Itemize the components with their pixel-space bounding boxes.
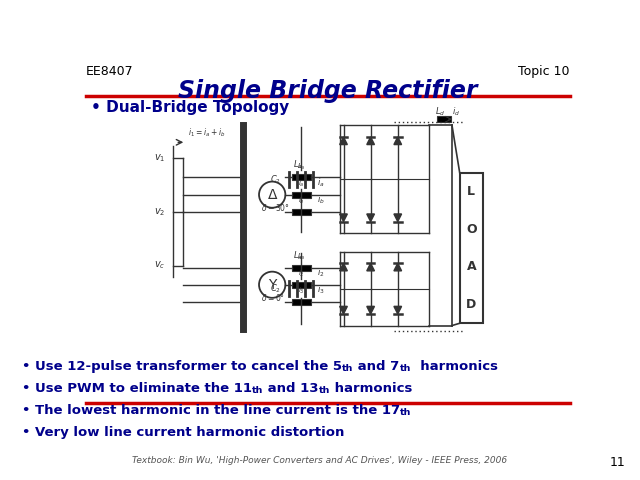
Text: $i_a$: $i_a$ bbox=[317, 177, 324, 189]
Text: harmonics: harmonics bbox=[330, 382, 413, 395]
Polygon shape bbox=[340, 263, 348, 271]
Text: $v_1$: $v_1$ bbox=[154, 152, 165, 164]
Bar bbox=[292, 174, 311, 180]
Bar bbox=[292, 299, 311, 305]
Polygon shape bbox=[367, 214, 374, 222]
Polygon shape bbox=[394, 263, 401, 271]
Text: $C_2$: $C_2$ bbox=[271, 173, 282, 185]
Text: Single Bridge Rectifier: Single Bridge Rectifier bbox=[179, 79, 477, 103]
Text: • Use 12-pulse transformer to cancel the 5: • Use 12-pulse transformer to cancel the… bbox=[22, 360, 342, 373]
Text: and 7: and 7 bbox=[353, 360, 399, 373]
Polygon shape bbox=[394, 137, 401, 144]
Text: th: th bbox=[342, 364, 353, 373]
Polygon shape bbox=[367, 137, 374, 144]
Polygon shape bbox=[394, 306, 401, 314]
Text: $i_b$: $i_b$ bbox=[317, 193, 325, 206]
Bar bbox=[437, 116, 451, 121]
Bar bbox=[292, 265, 311, 271]
Polygon shape bbox=[367, 263, 374, 271]
Text: $i_d$: $i_d$ bbox=[452, 105, 460, 118]
Bar bbox=[292, 282, 311, 288]
Text: $i_2$: $i_2$ bbox=[317, 266, 324, 279]
Text: th: th bbox=[399, 364, 411, 373]
Text: • Use PWM to eliminate the 11: • Use PWM to eliminate the 11 bbox=[22, 382, 252, 395]
Text: $v_c$: $v_c$ bbox=[154, 260, 165, 271]
Polygon shape bbox=[340, 214, 348, 222]
Text: and 13: and 13 bbox=[264, 382, 319, 395]
Text: Topic 10: Topic 10 bbox=[518, 65, 570, 78]
Text: • Very low line current harmonic distortion: • Very low line current harmonic distort… bbox=[22, 426, 344, 439]
Text: D: D bbox=[467, 298, 477, 311]
Text: th: th bbox=[319, 386, 330, 395]
Text: Textbook: Bin Wu, 'High-Power Converters and AC Drives', Wiley - IEEE Press, 200: Textbook: Bin Wu, 'High-Power Converters… bbox=[132, 456, 508, 465]
Text: $L_a$: $L_a$ bbox=[297, 252, 305, 263]
Text: $i_3$: $i_3$ bbox=[298, 286, 305, 296]
Text: $\delta=0°$: $\delta=0°$ bbox=[260, 292, 285, 303]
Text: • The lowest harmonic in the line current is the 17: • The lowest harmonic in the line curren… bbox=[22, 404, 400, 417]
Text: $i_b$: $i_b$ bbox=[298, 196, 305, 206]
Text: L: L bbox=[467, 185, 476, 198]
Text: th: th bbox=[400, 408, 412, 417]
Bar bbox=[292, 192, 311, 198]
Text: $L_a$: $L_a$ bbox=[293, 250, 303, 262]
Text: $C_2$: $C_2$ bbox=[271, 282, 282, 295]
Polygon shape bbox=[367, 306, 374, 314]
Text: 11: 11 bbox=[609, 456, 625, 469]
Polygon shape bbox=[340, 137, 348, 144]
Polygon shape bbox=[340, 306, 348, 314]
Text: harmonics: harmonics bbox=[411, 360, 498, 373]
Text: EE8407: EE8407 bbox=[86, 65, 134, 78]
Text: $L_a$: $L_a$ bbox=[297, 161, 305, 171]
Text: $v_2$: $v_2$ bbox=[154, 206, 165, 217]
Text: $i_3$: $i_3$ bbox=[317, 284, 324, 296]
Text: $i_2$: $i_2$ bbox=[298, 269, 305, 279]
Text: $\delta-30°$: $\delta-30°$ bbox=[260, 202, 289, 213]
Polygon shape bbox=[394, 214, 401, 222]
Text: $L_a$: $L_a$ bbox=[293, 159, 303, 171]
Text: th: th bbox=[252, 386, 264, 395]
Text: Δ: Δ bbox=[268, 188, 277, 202]
Text: O: O bbox=[466, 223, 477, 236]
Text: • Dual-Bridge Topology: • Dual-Bridge Topology bbox=[91, 100, 289, 115]
Text: $L_d$: $L_d$ bbox=[435, 105, 445, 118]
Text: A: A bbox=[467, 261, 476, 274]
Bar bbox=[460, 173, 483, 323]
Text: Y: Y bbox=[268, 278, 276, 292]
Bar bbox=[292, 208, 311, 215]
Text: $i_1 = i_a + i_b$: $i_1 = i_a + i_b$ bbox=[188, 127, 225, 139]
Text: $i_a$: $i_a$ bbox=[298, 179, 305, 189]
